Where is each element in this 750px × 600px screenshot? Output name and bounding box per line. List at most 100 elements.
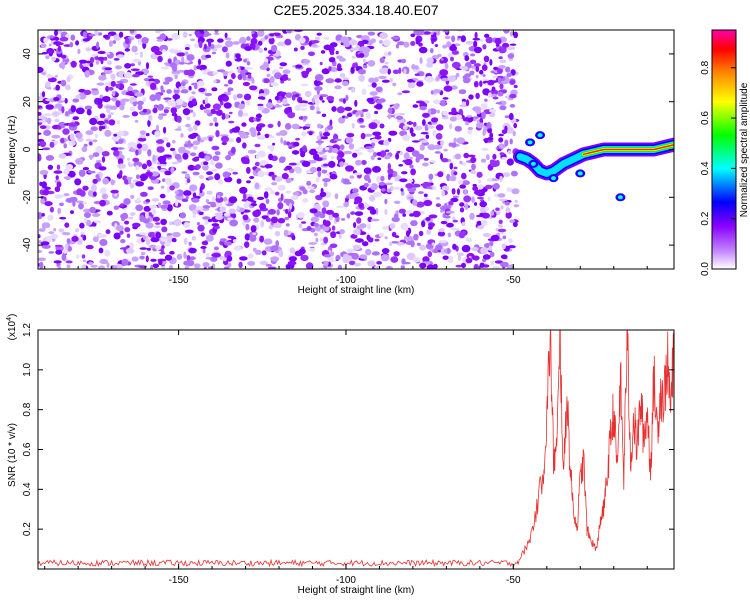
noise-speckle	[92, 178, 98, 184]
noise-speckle	[411, 140, 420, 143]
noise-speckle	[471, 163, 476, 171]
noise-speckle	[272, 142, 276, 146]
noise-speckle	[165, 178, 172, 186]
noise-speckle	[210, 159, 215, 166]
noise-speckle	[451, 188, 456, 195]
noise-speckle	[465, 115, 474, 123]
noise-speckle	[381, 79, 390, 83]
noise-speckle	[368, 77, 375, 83]
noise-speckle	[254, 182, 260, 189]
noise-speckle	[275, 240, 280, 248]
noise-speckle	[217, 38, 224, 43]
noise-speckle	[446, 41, 452, 48]
noise-speckle	[80, 231, 85, 235]
noise-speckle	[504, 139, 509, 147]
snr-multiplier-base: (x10	[7, 320, 18, 340]
noise-speckle	[277, 41, 286, 47]
noise-speckle	[471, 196, 475, 203]
noise-speckle	[269, 33, 275, 37]
noise-speckle	[87, 190, 94, 197]
noise-speckle	[256, 117, 261, 122]
noise-speckle	[41, 222, 51, 229]
noise-speckle	[200, 246, 207, 249]
noise-speckle	[227, 262, 232, 268]
noise-speckle	[301, 70, 310, 75]
noise-speckle	[59, 216, 67, 220]
noise-speckle	[477, 184, 484, 190]
noise-speckle	[128, 177, 132, 185]
noise-speckle	[426, 229, 432, 235]
noise-speckle	[38, 66, 44, 73]
noise-speckle	[205, 54, 212, 59]
noise-speckle	[189, 256, 196, 261]
noise-speckle	[236, 178, 242, 184]
noise-speckle	[213, 79, 217, 84]
noise-speckle	[475, 92, 480, 100]
noise-speckle	[104, 67, 113, 71]
noise-speckle	[268, 37, 275, 45]
noise-speckle	[135, 165, 140, 171]
noise-speckle	[402, 125, 408, 130]
noise-speckle	[195, 164, 201, 170]
noise-speckle	[148, 231, 156, 238]
noise-speckle	[346, 113, 353, 117]
noise-speckle	[314, 74, 324, 82]
noise-speckle	[427, 144, 436, 151]
noise-speckle	[450, 85, 458, 90]
noise-speckle	[191, 91, 196, 95]
noise-speckle	[177, 69, 185, 73]
noise-speckle	[403, 152, 410, 160]
noise-speckle	[65, 164, 74, 170]
noise-speckle	[268, 171, 275, 176]
noise-speckle	[322, 131, 331, 137]
noise-speckle	[104, 129, 112, 137]
noise-speckle	[257, 150, 266, 158]
noise-speckle	[365, 248, 372, 256]
noise-speckle	[197, 224, 205, 232]
noise-speckle	[254, 249, 262, 255]
noise-speckle	[351, 56, 356, 59]
noise-speckle	[249, 205, 253, 209]
noise-speckle	[309, 208, 318, 214]
noise-speckle	[91, 53, 98, 57]
noise-speckle	[355, 112, 360, 117]
noise-speckle	[207, 218, 213, 223]
noise-speckle	[378, 75, 387, 80]
snr-multiplier: (x104)	[6, 314, 18, 341]
noise-speckle	[444, 215, 451, 219]
noise-speckle	[266, 73, 271, 78]
noise-speckle	[470, 170, 476, 175]
noise-speckle	[410, 220, 418, 227]
noise-speckle	[172, 161, 179, 165]
noise-speckle	[187, 164, 195, 171]
noise-speckle	[328, 213, 334, 221]
noise-speckle	[150, 53, 159, 60]
noise-speckle	[391, 241, 399, 244]
noise-speckle	[514, 199, 518, 203]
noise-speckle	[133, 161, 143, 168]
noise-speckle	[423, 199, 433, 207]
noise-speckle	[65, 260, 73, 264]
noise-speckle	[486, 121, 492, 129]
noise-speckle	[407, 196, 414, 200]
noise-speckle	[326, 173, 330, 177]
noise-speckle	[53, 97, 60, 102]
noise-speckle	[159, 44, 169, 52]
noise-speckle	[83, 216, 87, 224]
noise-speckle	[55, 175, 59, 180]
noise-speckle	[212, 103, 221, 110]
noise-speckle	[354, 211, 364, 217]
noise-speckle	[509, 138, 513, 145]
noise-speckle	[162, 178, 166, 183]
noise-speckle	[184, 51, 189, 56]
noise-speckle	[196, 222, 200, 226]
noise-speckle	[79, 222, 85, 229]
noise-speckle	[279, 66, 283, 70]
noise-speckle	[435, 203, 442, 208]
noise-speckle	[427, 125, 435, 129]
noise-speckle	[123, 198, 131, 205]
noise-speckle	[167, 100, 172, 106]
noise-speckle	[137, 137, 147, 142]
noise-speckle	[491, 93, 497, 97]
noise-speckle	[432, 89, 441, 94]
